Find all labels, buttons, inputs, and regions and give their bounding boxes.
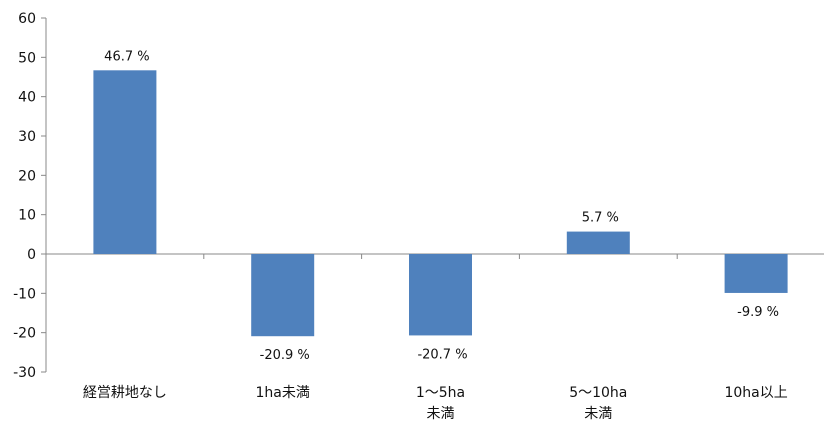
y-tick-label: 10 xyxy=(18,208,36,224)
data-label: 5.7 % xyxy=(582,211,619,226)
category-label: 未満 xyxy=(584,406,612,422)
bar xyxy=(93,70,157,255)
y-tick-label: 50 xyxy=(18,50,36,66)
y-tick-label: 40 xyxy=(18,90,36,106)
y-tick-label: 20 xyxy=(18,168,36,184)
data-label: -20.9 % xyxy=(260,348,310,363)
bar xyxy=(566,231,630,254)
y-tick-label: -30 xyxy=(13,365,36,381)
bar xyxy=(724,254,788,293)
category-label: 5～10ha xyxy=(569,385,627,401)
y-tick-label: -10 xyxy=(13,286,36,302)
y-tick-label: 60 xyxy=(18,11,36,27)
y-tick-label: -20 xyxy=(13,326,36,342)
category-label: 未満 xyxy=(427,406,455,422)
data-label: -20.7 % xyxy=(417,347,467,362)
y-tick-label: 0 xyxy=(27,247,36,263)
category-label: 1ha未満 xyxy=(256,385,310,401)
category-label: 10ha以上 xyxy=(724,385,787,401)
chart-bars xyxy=(93,70,788,337)
data-label: -9.9 % xyxy=(737,305,779,320)
chart-axes: 60 50 40 30 20 10 0 -10 -20 -30 xyxy=(13,11,824,381)
category-label: 経営耕地なし xyxy=(83,384,167,401)
bar xyxy=(251,254,315,337)
category-label: 1～5ha xyxy=(416,385,465,401)
y-tick-label: 30 xyxy=(18,129,36,145)
bar xyxy=(409,254,472,336)
data-label: 46.7 % xyxy=(104,49,149,64)
chart-labels: 46.7 % 経営耕地なし -20.9 % 1ha未満 -20.7 % 1～5ha 未満 5.… xyxy=(83,49,788,422)
